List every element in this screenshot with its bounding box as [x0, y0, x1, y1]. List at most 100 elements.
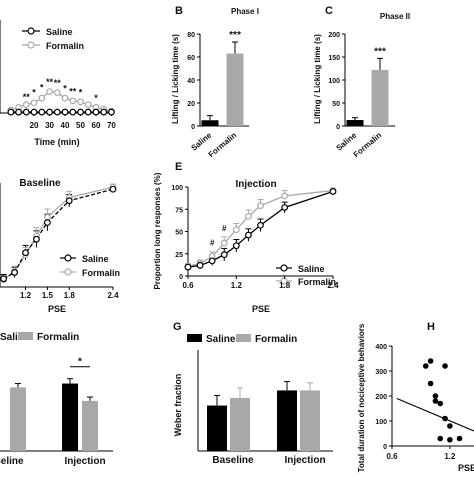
- y-tick-label-h-0: 0: [383, 444, 387, 451]
- significance-c: ***: [374, 46, 386, 57]
- point-saline-d-6: [109, 185, 117, 193]
- legend-label-saline-e: Saline: [298, 264, 325, 274]
- point-formalin-a-10: [84, 101, 92, 109]
- panel-d-legend: Saline Formalin: [60, 254, 120, 278]
- y-tick-label-e-3: 75: [175, 207, 183, 214]
- significance-e-1: #: [222, 224, 227, 233]
- panel-d: Baseline Saline Formalin PSE: [19, 178, 120, 314]
- legend-marker-formalin-a: [27, 41, 35, 49]
- y-tick-label-h-1: 100: [375, 419, 387, 426]
- point-formalin-e-4: [232, 226, 240, 234]
- legend-marker-saline-a: [27, 27, 35, 35]
- significance-a-0: **: [23, 92, 31, 102]
- x-tick-label-d-3: 2.4: [107, 291, 119, 300]
- point-saline-e-7: [281, 204, 289, 211]
- legend-swatch-formalin-g: [236, 334, 251, 342]
- x-tick-label-a-4: 60: [92, 121, 101, 130]
- x-tick-label-a-2: 40: [61, 121, 70, 130]
- point-h-5: [432, 398, 439, 404]
- x-tick-label-e-2: 1.8: [279, 281, 291, 290]
- y-tick-label-c-0: 0: [336, 124, 340, 131]
- point-formalin-a-5: [46, 88, 53, 96]
- significance-a-4: **: [54, 78, 62, 88]
- point-saline-a-13: [108, 108, 115, 116]
- point-formalin-e-3: [220, 239, 228, 247]
- x-tick-label-h-1: 1.2: [444, 452, 456, 461]
- point-saline-e-4: [232, 242, 240, 250]
- point-formalin-e-6: [257, 202, 264, 210]
- y-tick-label-e-0: 0: [179, 274, 183, 281]
- chart-marks: 20 30 40 50 60 70** * *** *** ** **020406080Saline…: [0, 20, 474, 461]
- legend-label-saline-d: Saline: [82, 254, 109, 264]
- point-saline-a-9: [77, 108, 84, 116]
- point-saline-a-10: [84, 108, 92, 116]
- bar-f-formalin-0: [10, 387, 26, 451]
- axis-label-y-c: Lifting / Licking time (s): [313, 34, 322, 124]
- point-saline-e-6: [257, 221, 264, 229]
- point-formalin-e-5: [245, 212, 252, 220]
- y-tick-label-b-0: 0: [191, 124, 195, 131]
- point-saline-d-4: [43, 219, 51, 226]
- point-h-0: [422, 363, 429, 369]
- y-tick-label-c-2: 100: [328, 78, 340, 85]
- legend-marker-saline-e: [280, 264, 288, 272]
- point-saline-a-7: [61, 108, 69, 116]
- point-saline-a-6: [53, 108, 61, 116]
- y-tick-label-h-2: 200: [375, 394, 387, 401]
- line-saline-d: [3, 188, 114, 280]
- axis-label-y-e: Proportion long responses (%): [153, 172, 162, 289]
- legend-swatch-saline-g: [187, 334, 202, 342]
- panel-h: Total duration of nociceptive behaviors …: [357, 323, 474, 473]
- point-formalin-e-7: [281, 192, 289, 200]
- x-tick-label-b-1: Formalin: [207, 131, 239, 160]
- bar-b-formalin: [226, 53, 244, 126]
- title-c: Phase II: [380, 12, 410, 21]
- y-tick-label-h-4: 400: [375, 344, 387, 351]
- panel-e-legend: Saline Formalin: [276, 264, 336, 287]
- axis-label-y-h: Total duration of nociceptive behaviors: [357, 323, 366, 472]
- point-saline-a-8: [69, 108, 77, 116]
- axis-label-x-e: PSE: [252, 304, 270, 314]
- y-tick-label-b-4: 80: [187, 32, 195, 39]
- panel-f: Saline Formalin Baseline Injection: [0, 332, 106, 467]
- point-formalin-a-6: [53, 89, 61, 96]
- trendline-h: [396, 397, 474, 432]
- x-tick-label-a-0: 20: [30, 121, 39, 130]
- point-saline-a-12: [100, 108, 108, 116]
- panel-label-g: G: [173, 321, 182, 333]
- point-saline-d-5: [65, 197, 73, 205]
- significance-b: ***: [229, 30, 241, 41]
- legend-label-formalin-f: Formalin: [37, 332, 79, 343]
- point-formalin-a-8: [69, 97, 77, 105]
- category-label-injection-f: Injection: [64, 456, 105, 467]
- point-h-2: [442, 363, 448, 369]
- y-tick-label-b-3: 60: [187, 55, 195, 62]
- point-saline-e-8: [329, 188, 337, 195]
- point-saline-a-11: [92, 108, 100, 116]
- point-saline-d-3: [33, 235, 40, 243]
- point-saline-a-2: [22, 108, 30, 116]
- axis-label-x-a: Time (min): [34, 137, 79, 147]
- bar-g-saline-1: [277, 390, 297, 451]
- y-tick-label-c-4: 200: [328, 32, 340, 39]
- significance-a-1: *: [32, 87, 36, 97]
- panel-label-e: E: [175, 161, 182, 173]
- axis-label-x-d: PSE: [48, 304, 66, 314]
- point-h-6: [437, 400, 444, 407]
- point-saline-d-0: [0, 275, 8, 283]
- x-tick-label-d-2: 1.8: [64, 291, 76, 300]
- legend-marker-saline-d: [64, 254, 72, 262]
- x-tick-label-c-1: Formalin: [352, 131, 384, 160]
- bar-f-saline-1: [62, 383, 78, 451]
- panel-label-b: B: [175, 5, 183, 17]
- y-tick-label-e-1: 25: [175, 252, 183, 259]
- x-tick-label-h-0: 0.6: [386, 452, 398, 461]
- significance-f: *: [78, 357, 82, 368]
- legend-marker-formalin-d: [64, 268, 72, 276]
- panel-b: Phase I Lifting / Licking time (s): [171, 7, 259, 124]
- title-d: Baseline: [19, 178, 61, 189]
- point-h-10: [437, 435, 444, 442]
- panel-label-h: H: [427, 321, 435, 333]
